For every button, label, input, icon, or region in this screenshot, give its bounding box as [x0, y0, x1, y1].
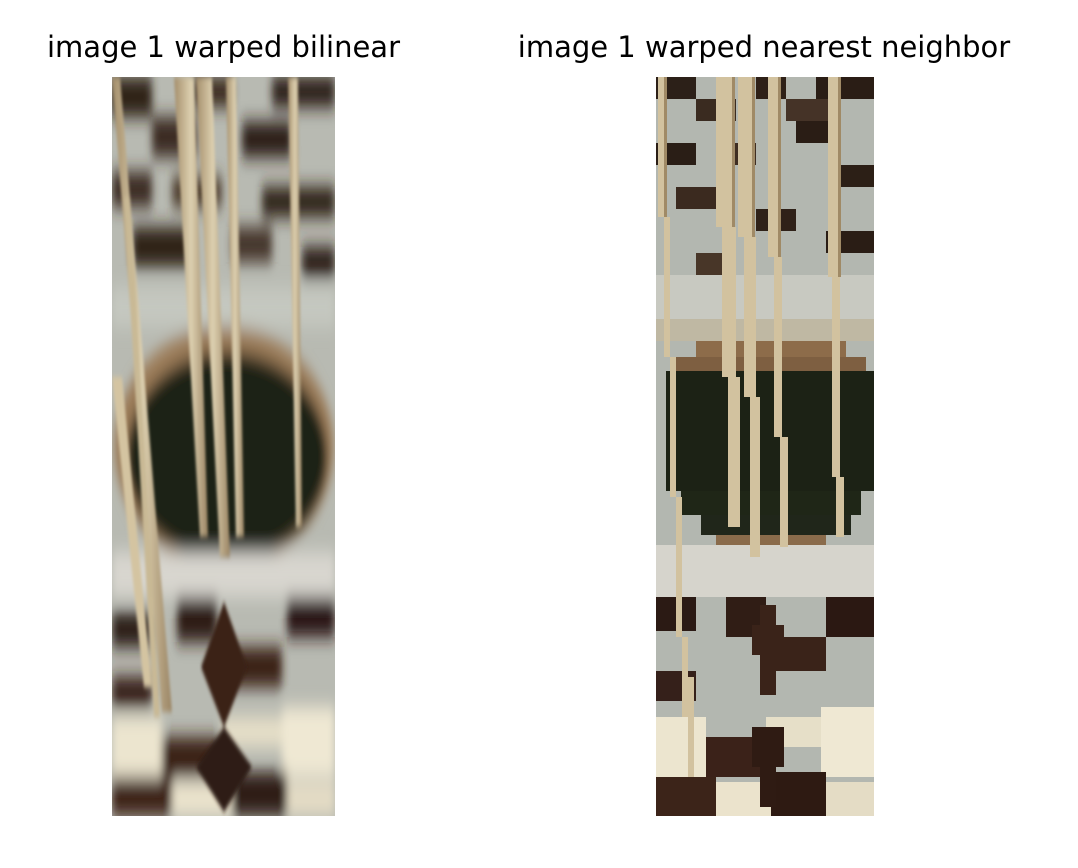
panel-title: image 1 warped bilinear [47, 30, 400, 64]
warped-image-nearest [656, 77, 874, 816]
warped-image-bilinear [112, 77, 335, 816]
panel-title: image 1 warped nearest neighbor [517, 30, 1011, 64]
